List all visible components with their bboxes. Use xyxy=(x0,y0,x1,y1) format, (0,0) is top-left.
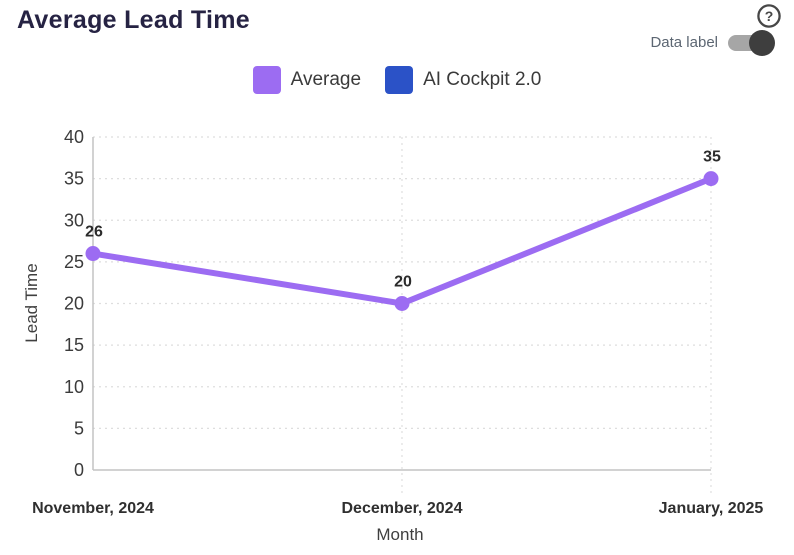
x-category-label: January, 2025 xyxy=(659,500,764,517)
toggle-knob xyxy=(749,29,775,56)
x-category-label: December, 2024 xyxy=(342,500,463,517)
legend-item-ai-cockpit[interactable]: AI Cockpit 2.0 xyxy=(385,66,541,94)
svg-text:?: ? xyxy=(765,8,774,24)
y-tick-label: 5 xyxy=(74,418,84,438)
y-axis-title: Lead Time xyxy=(22,263,41,343)
data-point[interactable] xyxy=(85,246,101,262)
legend: Average AI Cockpit 2.0 xyxy=(0,66,794,94)
y-tick-label: 40 xyxy=(64,127,84,147)
legend-swatch-average xyxy=(252,66,281,94)
question-mark-circle-icon: ? xyxy=(757,4,781,28)
data-point-label: 26 xyxy=(85,224,103,241)
data-label-toggle[interactable] xyxy=(728,29,775,56)
data-point-label: 20 xyxy=(394,274,412,291)
x-category-label: November, 2024 xyxy=(32,500,154,517)
y-tick-label: 0 xyxy=(74,460,84,480)
y-tick-label: 30 xyxy=(64,210,84,230)
data-label-toggle-label: Data label xyxy=(650,34,718,51)
data-point[interactable] xyxy=(703,171,719,187)
legend-label-average: Average xyxy=(290,69,362,90)
y-tick-label: 20 xyxy=(64,294,84,314)
legend-item-average[interactable]: Average xyxy=(252,66,362,94)
y-tick-label: 10 xyxy=(64,377,84,397)
page-title: Average Lead Time xyxy=(17,6,250,34)
help-icon[interactable]: ? xyxy=(756,3,782,29)
data-label-control: Data label xyxy=(650,29,775,56)
data-point[interactable] xyxy=(394,296,410,311)
legend-swatch-ai-cockpit xyxy=(385,66,414,94)
data-point-label: 35 xyxy=(703,149,721,166)
legend-label-ai-cockpit: AI Cockpit 2.0 xyxy=(423,69,542,90)
y-tick-label: 25 xyxy=(64,252,84,272)
y-tick-label: 35 xyxy=(64,169,84,189)
x-axis-title: Month xyxy=(376,525,424,544)
y-tick-label: 15 xyxy=(64,335,84,355)
